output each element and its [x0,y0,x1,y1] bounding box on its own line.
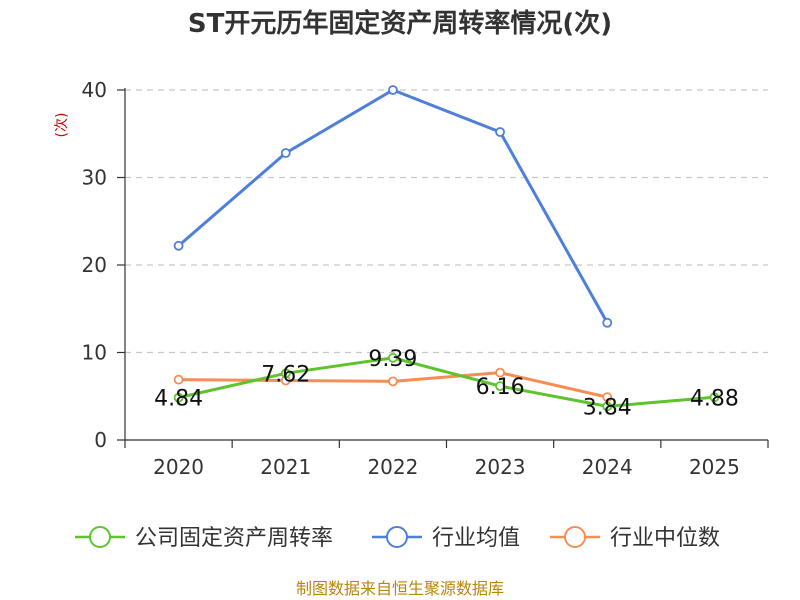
data-point [602,401,613,412]
data-label: 4.84 [154,387,203,412]
data-label: 7.62 [261,362,310,387]
legend-swatch-marker [564,526,586,548]
y-tick-label: 40 [82,78,107,102]
data-point [388,376,398,387]
data-label: 3.84 [583,395,632,420]
data-point [709,392,720,403]
y-tick-label: 10 [82,341,107,365]
x-tick-label: 2025 [689,455,740,479]
data-labels: 4.84 7.62 9.39 6.16 3.84 4.88 [154,347,739,421]
source-note: 制图数据来自恒生聚源数据库 [296,579,504,598]
x-tick-label: 2022 [367,455,418,479]
x-tick-label: 2020 [153,455,204,479]
data-point [495,127,505,137]
axes: 0 10 20 30 40 2020 2021 2022 2023 2024 2025 [82,78,769,479]
x-tick-label: 2021 [260,455,311,479]
data-point [388,85,398,95]
data-point [388,352,398,363]
data-label: 4.88 [690,386,739,411]
data-point [280,368,291,379]
grid [125,89,768,354]
legend-label: 行业中位数 [610,526,720,551]
data-point [602,317,613,328]
data-point [280,148,291,158]
legend-label: 行业均值 [432,526,520,551]
data-point [173,392,184,403]
y-axis-label: (次) [54,113,70,138]
x-tick-label: 2024 [582,455,633,479]
legend-swatch-marker [89,526,111,548]
data-point [173,240,184,251]
data-point [495,381,505,392]
chart-title: ST开元历年固定资产周转率情况(次) [188,8,612,39]
legend-swatch-marker [386,526,408,548]
series [173,85,720,412]
y-tick-label: 20 [82,253,107,277]
x-tick-label: 2023 [475,455,526,479]
y-tick-label: 30 [82,166,107,190]
data-point [602,392,613,403]
data-point [495,367,505,378]
legend-label: 公司固定资产周转率 [135,526,333,551]
data-point [173,374,184,385]
series-line [177,88,609,324]
data-label: 9.39 [368,347,417,372]
legend: 公司固定资产周转率 行业均值 行业中位数 [75,526,720,551]
data-label: 6.16 [476,375,525,400]
y-tick-label: 0 [94,428,107,452]
series-line [178,356,715,408]
